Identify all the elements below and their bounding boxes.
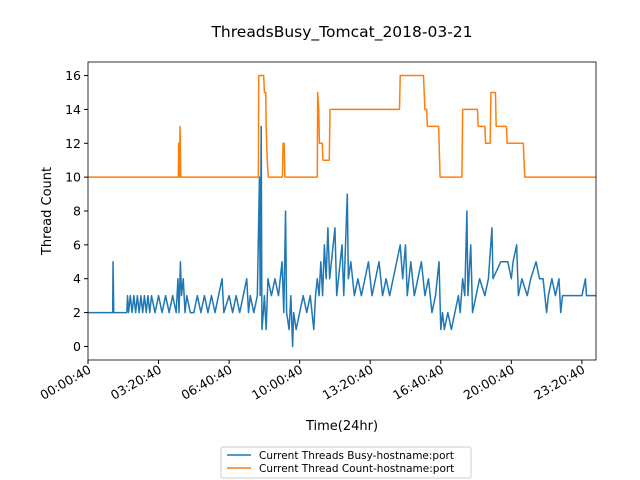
y-tick-label: 4 [73,271,81,286]
x-tick-label: 16:40:40 [390,362,446,403]
y-tick-label: 6 [73,237,81,252]
y-tick-label: 10 [65,170,81,185]
y-axis-label: Thread Count [40,167,55,256]
x-tick-label: 03:20:40 [108,362,164,403]
x-tick-label: 23:20:40 [531,362,587,403]
legend-label: Current Threads Busy-hostname:port [259,450,454,462]
chart-title: ThreadsBusy_Tomcat_2018-03-21 [210,23,472,42]
y-tick-label: 8 [73,204,81,219]
x-tick-label: 10:00:40 [249,362,305,403]
series-line [88,74,596,178]
x-tick-label: 20:00:40 [461,362,517,403]
plot-frame [87,61,597,361]
legend-label: Current Thread Count-hostname:port [259,463,454,475]
x-tick-label: 13:20:40 [320,362,376,403]
legend-box [220,446,472,479]
y-tick-label: 0 [73,339,81,354]
y-tick-label: 2 [73,305,81,320]
series-line [88,125,596,348]
y-tick-label: 12 [65,136,81,151]
x-axis-label: Time(24hr) [305,419,378,434]
y-tick-label: 16 [65,68,81,83]
y-tick-label: 14 [65,102,81,117]
x-tick-label: 00:00:40 [37,362,93,403]
x-tick-label: 06:40:40 [178,362,234,403]
